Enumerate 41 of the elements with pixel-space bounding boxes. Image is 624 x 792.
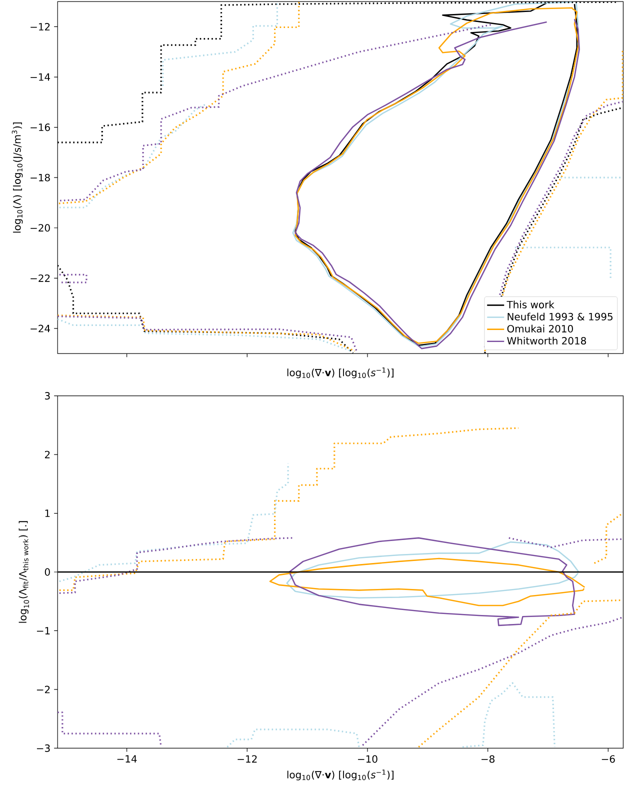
y-tick-label: −3	[36, 744, 50, 752]
text: log$_{10}$(∇·v) [log$_{10}$(s$^{−1}$)]	[287, 367, 394, 378]
y-tick-label: −12	[30, 23, 50, 30]
y-tick-label: −2	[36, 686, 50, 694]
text: log$_{10}$(∇·v) [log$_{10}$(s$^{−1}$)]	[287, 770, 394, 780]
x-tick-label: −12	[238, 755, 257, 763]
y-tick-label: 1	[45, 510, 50, 517]
y-tick-label: −24	[30, 324, 50, 332]
line-series	[162, 2, 278, 87]
legend-label: Omukai 2010	[507, 324, 573, 332]
x-tick-label: −6	[602, 755, 615, 763]
x-tick-label: −14	[117, 755, 137, 762]
line-series	[226, 728, 360, 748]
line-series	[58, 2, 300, 204]
y-tick-label: −16	[30, 124, 50, 132]
y-tick-label: −20	[30, 224, 50, 232]
line-series	[269, 558, 586, 606]
y-tick-label: 2	[44, 450, 50, 458]
y-tick-label: −18	[30, 174, 50, 182]
y-tick-label: −1	[36, 627, 50, 634]
legend-label: Neufeld 1993 & 1995	[508, 312, 612, 320]
y-tick-label: −22	[30, 274, 50, 282]
line-series	[58, 427, 520, 592]
y-tick-label: 3	[45, 392, 50, 400]
line-series	[362, 616, 624, 746]
line-series	[462, 682, 556, 748]
line-series	[286, 541, 580, 598]
line-series	[288, 537, 576, 626]
line-series	[594, 512, 624, 564]
line-series	[508, 537, 624, 548]
legend-label: Whitworth 2018	[507, 336, 586, 345]
x-tick-label: −10	[358, 755, 378, 763]
y-tick-label: −14	[30, 73, 50, 81]
y-axis-title: $\text{log}_{\text{10}}\text{(Λ}_{\text{fit}}\text{/Λ}_{\text{this work}}\text{) [.]}$	[18, 521, 30, 623]
line-series	[58, 102, 208, 208]
line-series	[58, 537, 294, 594]
y-tick-label: 0	[44, 568, 50, 576]
line-series	[58, 24, 492, 202]
y-axis-title: log$_{10}$(Λ) [log$_{10}$(J/s/m$^{3}$)]	[12, 122, 23, 233]
x-tick-label: −8	[482, 755, 494, 763]
legend-label: This work	[506, 300, 554, 308]
